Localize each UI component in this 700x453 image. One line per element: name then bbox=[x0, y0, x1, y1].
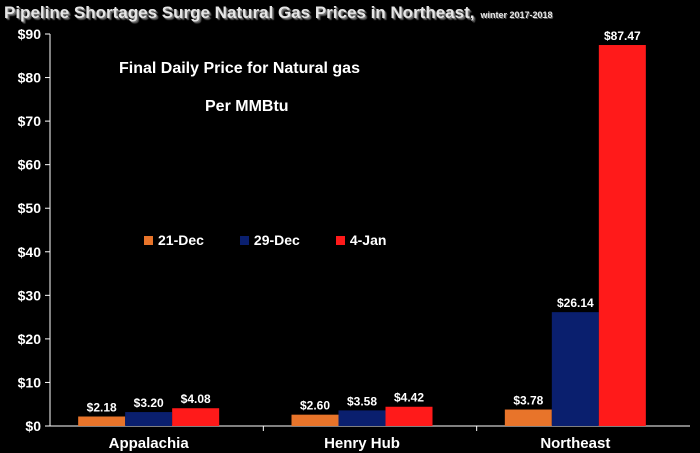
legend-label: 21-Dec bbox=[158, 232, 204, 248]
bar bbox=[338, 410, 386, 426]
bar-value-label: $4.42 bbox=[394, 391, 424, 405]
bar-value-label: $3.58 bbox=[347, 394, 377, 408]
title-text: Pipeline Shortages Surge Natural Gas Pri… bbox=[4, 3, 475, 22]
bar-value-label: $3.78 bbox=[513, 394, 543, 408]
annotation-line-1: Final Daily Price for Natural gas bbox=[119, 60, 360, 77]
bar-value-label: $3.20 bbox=[134, 396, 164, 410]
bar-value-label: $2.60 bbox=[300, 399, 330, 413]
bar bbox=[125, 412, 173, 426]
bar bbox=[385, 406, 433, 426]
bar bbox=[291, 414, 339, 426]
bar-value-label: $2.18 bbox=[87, 401, 117, 415]
annotation-line-2: Per MMBtu bbox=[205, 98, 289, 115]
title-note: winter 2017-2018 bbox=[480, 10, 553, 20]
y-tick-label: $80 bbox=[18, 70, 42, 86]
y-tick-label: $0 bbox=[25, 418, 41, 434]
bar bbox=[504, 409, 552, 426]
y-tick-label: $70 bbox=[18, 113, 42, 129]
y-tick-label: $20 bbox=[18, 331, 42, 347]
y-tick-label: $90 bbox=[18, 26, 42, 42]
x-tick-label: Henry Hub bbox=[324, 435, 400, 452]
x-tick-label: Northeast bbox=[540, 435, 610, 452]
bar bbox=[598, 45, 646, 426]
bar-value-label: $26.14 bbox=[557, 296, 594, 310]
legend-item-21-dec: 21-Dec bbox=[144, 232, 204, 248]
bar bbox=[78, 416, 126, 426]
legend-swatch bbox=[335, 235, 345, 245]
legend-item-4-jan: 4-Jan bbox=[335, 232, 387, 248]
bar-value-label: $4.08 bbox=[181, 392, 211, 406]
y-tick-label: $30 bbox=[18, 287, 42, 303]
legend-label: 4-Jan bbox=[349, 232, 387, 248]
legend: 21-Dec 29-Dec 4-Jan bbox=[144, 232, 422, 248]
legend-swatch bbox=[239, 235, 249, 245]
x-tick-label: Appalachia bbox=[109, 435, 190, 452]
legend-label: 29-Dec bbox=[253, 232, 300, 248]
chart-title: Pipeline Shortages Surge Natural Gas Pri… bbox=[4, 3, 553, 23]
y-tick-label: $60 bbox=[18, 157, 42, 173]
legend-item-29-dec: 29-Dec bbox=[239, 232, 300, 248]
legend-swatch bbox=[144, 235, 153, 245]
bar-value-label: $87.47 bbox=[604, 29, 641, 43]
y-tick-label: $40 bbox=[18, 244, 42, 260]
bar bbox=[551, 312, 599, 426]
y-tick-label: $50 bbox=[18, 200, 42, 216]
bar bbox=[172, 408, 220, 426]
y-tick-label: $10 bbox=[18, 374, 42, 390]
